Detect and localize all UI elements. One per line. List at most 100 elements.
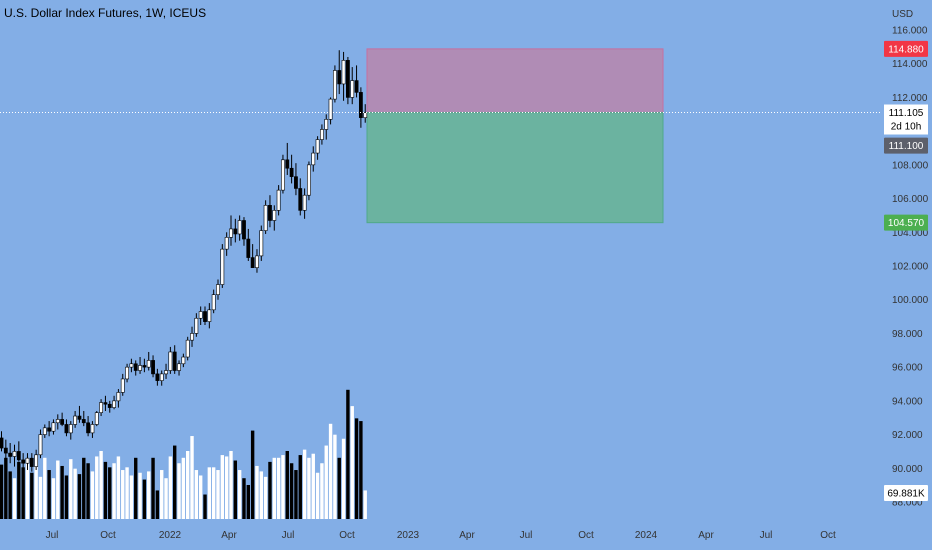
- candle[interactable]: [237, 215, 242, 241]
- candle[interactable]: [354, 65, 359, 98]
- candle[interactable]: [68, 421, 73, 440]
- candle[interactable]: [341, 51, 346, 101]
- candle[interactable]: [216, 279, 220, 300]
- time-axis[interactable]: Jul Oct 2022 Apr Jul Oct 2023 Apr Jul Oct 2024 Apr J…: [46, 530, 836, 541]
- candle[interactable]: [229, 215, 233, 246]
- candle[interactable]: [155, 368, 160, 386]
- take-profit-zone[interactable]: [366, 112, 664, 224]
- candle[interactable]: [307, 161, 311, 201]
- candle[interactable]: [90, 421, 95, 438]
- candle[interactable]: [285, 142, 290, 175]
- candle[interactable]: [8, 443, 13, 464]
- candle[interactable]: [255, 249, 259, 273]
- candle[interactable]: [298, 178, 303, 216]
- candle[interactable]: [21, 453, 26, 470]
- time-tick-label: Jul: [760, 530, 773, 541]
- candle[interactable]: [345, 56, 350, 105]
- candle[interactable]: [281, 154, 285, 194]
- candle[interactable]: [151, 355, 155, 378]
- candle[interactable]: [203, 306, 207, 325]
- candle[interactable]: [185, 336, 190, 361]
- candle[interactable]: [112, 395, 116, 410]
- candle[interactable]: [120, 373, 125, 396]
- candle[interactable]: [116, 389, 121, 408]
- candle[interactable]: [289, 154, 294, 184]
- candle[interactable]: [324, 114, 329, 140]
- candle[interactable]: [333, 65, 337, 103]
- stop-loss-zone[interactable]: [366, 48, 664, 114]
- candle-body: [159, 373, 164, 381]
- candle[interactable]: [159, 370, 164, 386]
- candle[interactable]: [16, 441, 21, 462]
- candle[interactable]: [55, 414, 60, 430]
- candle[interactable]: [47, 421, 52, 437]
- candle[interactable]: [363, 104, 368, 123]
- candle[interactable]: [328, 97, 333, 125]
- volume-bar: [341, 438, 346, 519]
- candle[interactable]: [190, 326, 194, 347]
- candle[interactable]: [246, 228, 251, 261]
- candle[interactable]: [94, 410, 99, 427]
- volume-bar: [242, 478, 246, 519]
- candle[interactable]: [315, 136, 320, 160]
- candle[interactable]: [164, 363, 168, 379]
- candle[interactable]: [99, 399, 103, 417]
- candle[interactable]: [38, 429, 43, 459]
- candle[interactable]: [29, 453, 34, 472]
- candle[interactable]: [168, 346, 173, 374]
- candle[interactable]: [133, 360, 138, 376]
- candle[interactable]: [86, 416, 91, 437]
- price-tick-label: 102.000: [892, 262, 929, 273]
- candle[interactable]: [224, 232, 229, 256]
- candle[interactable]: [250, 244, 255, 268]
- candle[interactable]: [268, 195, 272, 228]
- candle[interactable]: [358, 87, 363, 128]
- candle[interactable]: [129, 358, 134, 373]
- candle[interactable]: [350, 67, 355, 105]
- candle[interactable]: [73, 410, 78, 428]
- candle[interactable]: [276, 185, 281, 216]
- candle[interactable]: [181, 353, 186, 368]
- candle[interactable]: [25, 453, 30, 470]
- candle[interactable]: [51, 419, 56, 435]
- candle[interactable]: [242, 217, 246, 246]
- candle[interactable]: [337, 50, 342, 95]
- candle[interactable]: [3, 439, 8, 459]
- candle[interactable]: [60, 412, 65, 427]
- candle[interactable]: [77, 405, 82, 423]
- candle-body: [77, 415, 82, 420]
- candle[interactable]: [320, 124, 324, 145]
- candle[interactable]: [263, 200, 268, 234]
- candle[interactable]: [220, 244, 225, 288]
- candle[interactable]: [207, 303, 212, 329]
- candle[interactable]: [146, 351, 151, 371]
- candle[interactable]: [138, 357, 142, 374]
- candle[interactable]: [272, 205, 277, 231]
- candle[interactable]: [172, 345, 177, 374]
- candle[interactable]: [211, 289, 216, 314]
- candle[interactable]: [81, 410, 86, 427]
- candle-body: [38, 434, 43, 456]
- candle[interactable]: [12, 444, 17, 467]
- candle[interactable]: [294, 163, 298, 196]
- candle[interactable]: [233, 218, 238, 243]
- candle[interactable]: [302, 188, 307, 219]
- candle[interactable]: [42, 424, 47, 438]
- candle[interactable]: [259, 225, 264, 261]
- volume-bar: [17, 461, 21, 519]
- time-tick-label: Apr: [221, 530, 237, 541]
- time-tick-label: Apr: [459, 530, 475, 541]
- candle[interactable]: [0, 431, 4, 452]
- candle[interactable]: [64, 419, 69, 437]
- candle[interactable]: [194, 313, 199, 337]
- candle[interactable]: [198, 306, 203, 325]
- candle[interactable]: [107, 400, 112, 413]
- candle[interactable]: [142, 358, 147, 373]
- candle[interactable]: [103, 395, 108, 411]
- candle[interactable]: [34, 449, 39, 470]
- candle[interactable]: [125, 363, 129, 383]
- candle[interactable]: [311, 146, 316, 172]
- candle[interactable]: [177, 360, 181, 376]
- price-axis[interactable]: USD 116.000114.000112.000110.000108.0001…: [884, 9, 929, 509]
